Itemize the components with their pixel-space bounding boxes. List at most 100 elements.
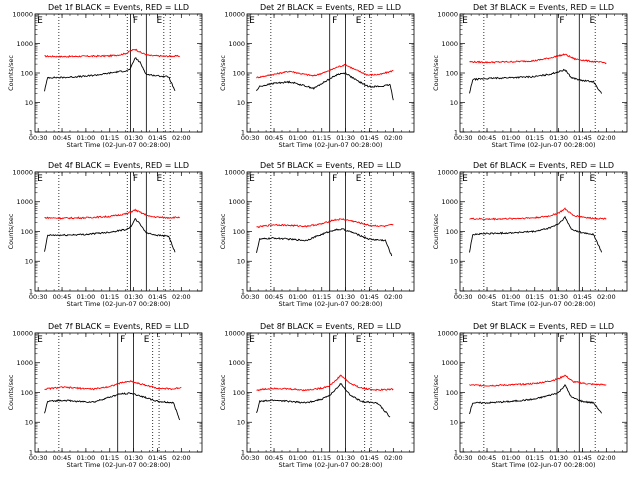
interval-label-e1: E	[37, 174, 43, 184]
y-tick-label: 10	[237, 258, 245, 266]
x-tick-label: 01:30	[124, 134, 143, 142]
interval-label-e2: E	[156, 174, 162, 184]
series-line-events	[469, 215, 603, 253]
chart-title: Det 5f BLACK = Events, RED = LLD	[260, 161, 401, 170]
y-axis-label: Counts/sec	[432, 213, 440, 249]
series-line-events	[256, 382, 391, 418]
interval-label-f: F	[332, 335, 337, 345]
x-axis-label: Start Time (02-Jun-07 00:28:00)	[67, 461, 171, 469]
x-tick-label: 00:30	[241, 134, 260, 142]
x-tick-label: 00:45	[53, 293, 72, 301]
x-axis-label: Start Time (02-Jun-07 00:28:00)	[492, 461, 596, 469]
x-tick-label: 01:00	[289, 293, 308, 301]
y-axis-label: Counts/sec	[432, 374, 440, 410]
x-tick-label: 00:30	[29, 293, 48, 301]
x-tick-label: 01:45	[573, 134, 592, 142]
x-tick-label: 01:30	[336, 134, 355, 142]
plot-frame	[34, 332, 203, 453]
series-line-events	[44, 217, 176, 253]
series-line-lld	[44, 380, 182, 391]
x-axis-label: Start Time (02-Jun-07 00:28:00)	[67, 300, 171, 308]
y-tick-label: 1000	[228, 359, 245, 367]
y-tick-label: 100	[446, 389, 458, 397]
y-axis-label: Counts/sec	[7, 374, 15, 410]
x-tick-label: 02:00	[597, 134, 616, 142]
y-tick-label: 1	[29, 448, 33, 456]
y-tick-label: 1000	[16, 359, 33, 367]
x-tick-label: 00:45	[265, 293, 284, 301]
y-tick-label: 1000	[16, 198, 33, 206]
y-tick-label: 1	[454, 287, 458, 295]
interval-label-e1: E	[462, 16, 468, 26]
interval-label-e1: E	[37, 16, 43, 26]
x-tick-label: 01:45	[360, 293, 379, 301]
chart-title: Det 4f BLACK = Events, RED = LLD	[48, 161, 189, 170]
y-axis-label: Counts/sec	[7, 55, 15, 91]
interval-label-e2: E	[356, 16, 362, 26]
chart-title: Det 7f BLACK = Events, RED = LLD	[48, 322, 189, 331]
x-tick-label: 02:00	[172, 293, 191, 301]
y-axis-label: Counts/sec	[219, 213, 227, 249]
plot-frame	[459, 171, 628, 292]
chart-title: Det 8f BLACK = Events, RED = LLD	[260, 322, 401, 331]
y-tick-label: 10000	[437, 168, 458, 176]
chart-panel-2: Det 2f BLACK = Events, RED = LLD 1 10 100 10…	[219, 3, 415, 149]
interval-label-f: F	[133, 174, 138, 184]
x-axis-label: Start Time (02-Jun-07 00:28:00)	[67, 141, 171, 149]
y-tick-label: 10	[450, 99, 458, 107]
x-tick-label: 01:15	[312, 454, 331, 462]
x-tick-label: 02:00	[172, 454, 191, 462]
chart-panel-7: Det 7f BLACK = Events, RED = LLD 1 10 100 10…	[7, 322, 203, 469]
interval-label-f: F	[332, 174, 337, 184]
y-tick-label: 10000	[12, 10, 33, 18]
x-tick-label: 01:45	[148, 454, 167, 462]
x-tick-label: 02:00	[384, 293, 403, 301]
x-tick-label: 00:45	[53, 454, 72, 462]
x-tick-label: 01:30	[549, 454, 568, 462]
y-tick-label: 1000	[228, 40, 245, 48]
x-tick-label: 01:45	[148, 134, 167, 142]
x-tick-label: 01:45	[573, 293, 592, 301]
x-tick-label: 00:30	[454, 134, 473, 142]
y-tick-label: 10	[237, 419, 245, 427]
x-tick-label: 01:30	[124, 293, 143, 301]
x-axis-label: Start Time (02-Jun-07 00:28:00)	[279, 461, 383, 469]
x-tick-label: 01:00	[502, 293, 521, 301]
x-tick-label: 00:45	[478, 293, 497, 301]
chart-panel-9: Det 9f BLACK = Events, RED = LLD 1 10 100 10…	[432, 322, 628, 469]
y-tick-label: 100	[233, 69, 245, 77]
plot-frame	[459, 332, 628, 453]
plot-frame	[246, 13, 415, 133]
x-tick-label: 02:00	[384, 454, 403, 462]
y-axis-label: Counts/sec	[219, 55, 227, 91]
interval-label-f: F	[559, 335, 564, 345]
series-line-lld	[469, 374, 607, 387]
series-line-events	[469, 383, 602, 415]
x-axis-label: Start Time (02-Jun-07 00:28:00)	[492, 141, 596, 149]
chart-title: Det 6f BLACK = Events, RED = LLD	[473, 161, 614, 170]
x-axis-label: Start Time (02-Jun-07 00:28:00)	[279, 300, 383, 308]
series-line-events	[256, 71, 394, 101]
chart-panel-1: Det 1f BLACK = Events, RED = LLD 1 10 100 10…	[7, 3, 203, 149]
x-tick-label: 01:45	[360, 134, 379, 142]
y-tick-label: 10	[25, 419, 33, 427]
x-tick-label: 01:15	[312, 293, 331, 301]
chart-title: Det 3f BLACK = Events, RED = LLD	[473, 3, 614, 12]
y-tick-label: 10000	[224, 329, 245, 337]
interval-label-f: F	[332, 16, 337, 26]
x-tick-label: 01:30	[336, 454, 355, 462]
chart-panel-3: Det 3f BLACK = Events, RED = LLD 1 10 100 10…	[432, 3, 628, 149]
x-tick-label: 00:30	[29, 134, 48, 142]
y-tick-label: 10000	[437, 10, 458, 18]
y-tick-label: 100	[233, 389, 245, 397]
interval-label-e2: E	[589, 174, 595, 184]
x-tick-label: 01:15	[100, 134, 119, 142]
x-tick-label: 00:45	[53, 134, 72, 142]
y-tick-label: 100	[233, 228, 245, 236]
x-tick-label: 01:15	[312, 134, 331, 142]
x-tick-label: 01:30	[336, 293, 355, 301]
x-tick-label: 01:00	[502, 134, 521, 142]
x-tick-label: 02:00	[597, 293, 616, 301]
x-tick-label: 01:30	[124, 454, 143, 462]
y-tick-label: 1	[29, 128, 33, 136]
